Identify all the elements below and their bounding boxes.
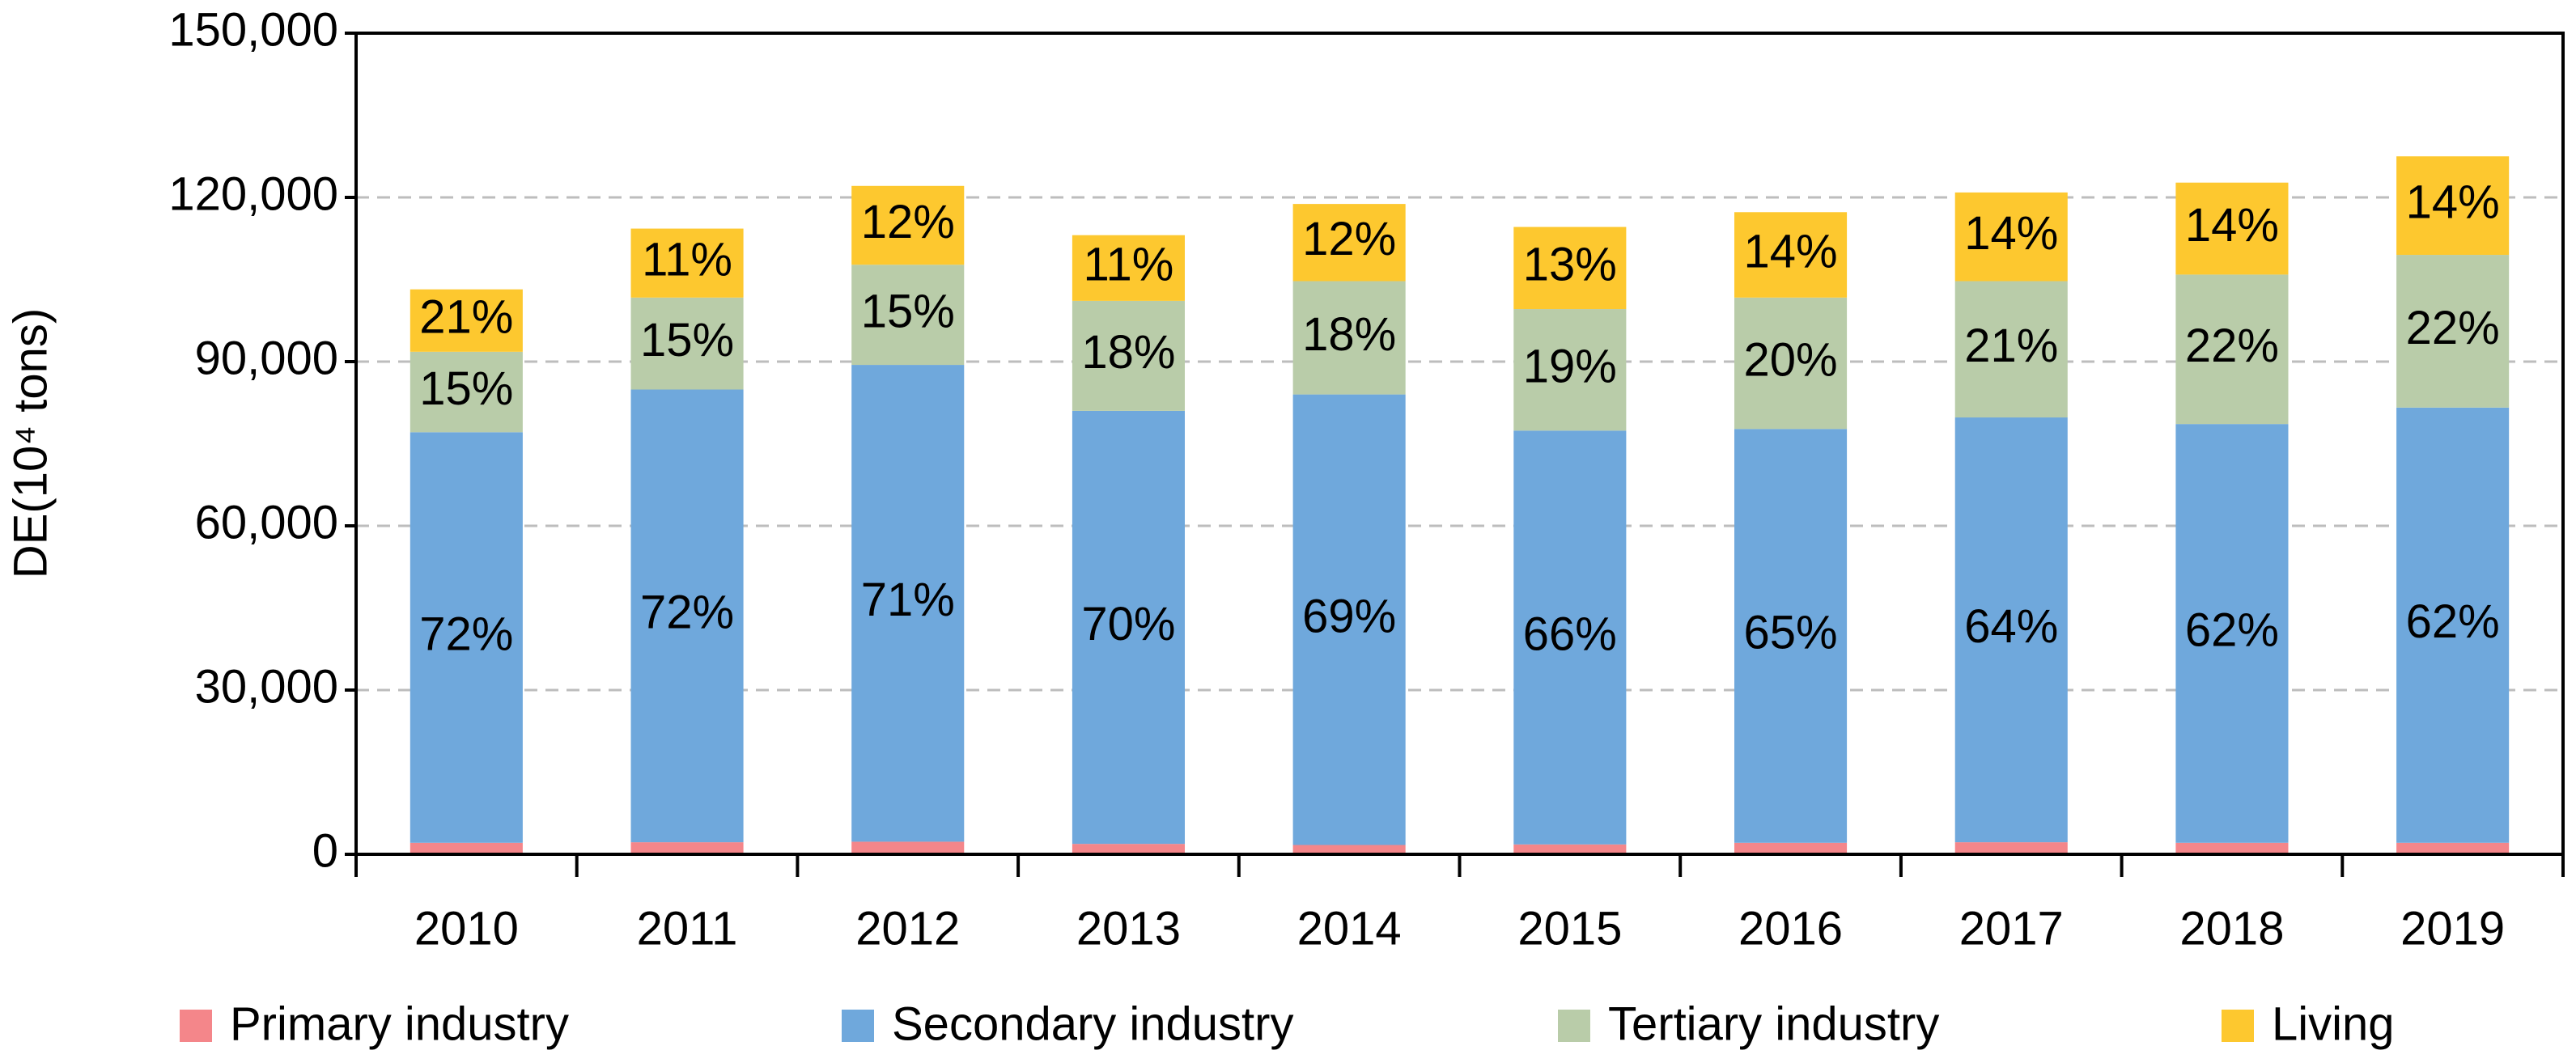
bar-segment — [2396, 255, 2510, 408]
y-tick-label: 120,000 — [168, 167, 338, 220]
data-label: 69% — [1302, 590, 1396, 642]
data-label: 18% — [1081, 326, 1175, 379]
x-tick-label: 2019 — [2400, 902, 2505, 955]
x-tick-label: 2013 — [1076, 902, 1181, 955]
bar-segment — [1734, 212, 1848, 298]
bar-segment — [1072, 235, 1185, 301]
data-label: 18% — [1302, 308, 1396, 361]
x-tick-label: 2014 — [1297, 902, 1402, 955]
x-tick-label: 2012 — [855, 902, 960, 955]
bar-segment — [630, 228, 744, 298]
bar-segment — [1513, 309, 1627, 431]
data-label: 13% — [1523, 239, 1617, 291]
data-label: 62% — [2406, 595, 2500, 648]
bar-segment — [1954, 842, 2068, 854]
data-label: 15% — [419, 362, 513, 415]
y-tick-label: 90,000 — [195, 332, 338, 384]
bar-segment — [1292, 204, 1406, 282]
legend-label: Secondary industry — [892, 997, 1293, 1050]
bar-segment — [630, 842, 744, 854]
legend-swatch — [842, 1010, 874, 1042]
bar-segment — [851, 265, 965, 366]
bar-segment — [1292, 394, 1406, 845]
data-label: 11% — [1084, 239, 1174, 291]
x-tick-label: 2017 — [1959, 902, 2064, 955]
data-label: 14% — [2406, 176, 2500, 228]
data-label: 22% — [2406, 302, 2500, 354]
data-label: 20% — [1744, 333, 1838, 386]
x-tick-label: 2016 — [1738, 902, 1843, 955]
x-tick-label: 2018 — [2179, 902, 2284, 955]
bar-segment — [1072, 410, 1185, 845]
data-label: 12% — [861, 196, 955, 248]
bar-segment — [1292, 281, 1406, 395]
bar-segment — [1513, 227, 1627, 310]
legend-swatch — [180, 1010, 212, 1042]
data-label: 21% — [419, 291, 513, 344]
data-label: 72% — [419, 608, 513, 660]
data-label: 21% — [1964, 320, 2058, 372]
data-label: 14% — [2185, 199, 2279, 252]
data-label: 19% — [1523, 340, 1617, 392]
bar-segment — [410, 289, 523, 352]
y-axis-title: DE(10⁴ tons) — [4, 308, 57, 578]
plot-frame — [354, 32, 2565, 856]
legend-label: Primary industry — [230, 997, 569, 1050]
bar-segment — [1072, 300, 1185, 411]
data-label: 70% — [1081, 598, 1175, 650]
bar-segment — [1734, 297, 1848, 430]
y-tick-label: 150,000 — [168, 3, 338, 56]
bar-segment — [2396, 407, 2510, 843]
bar-segment — [2175, 424, 2289, 843]
bar-segment — [630, 297, 744, 390]
bar-segment — [2175, 842, 2289, 854]
data-label: 71% — [861, 574, 955, 626]
bar-segment — [410, 351, 523, 433]
legend-swatch — [1558, 1010, 1590, 1042]
data-label: 22% — [2185, 320, 2279, 372]
y-tick-label: 0 — [312, 824, 338, 877]
bar-segment — [2175, 182, 2289, 275]
legend-swatch — [2222, 1010, 2254, 1042]
bar-segment — [2175, 274, 2289, 425]
data-label: 12% — [1302, 213, 1396, 265]
y-tick-label: 30,000 — [195, 660, 338, 713]
data-label: 72% — [640, 587, 734, 639]
data-label: 65% — [1744, 606, 1838, 659]
bar-segment — [851, 365, 965, 842]
bar-segment — [2396, 842, 2510, 854]
legend-label: Tertiary industry — [1608, 997, 1939, 1050]
data-label: 15% — [861, 285, 955, 337]
y-tick-label: 60,000 — [195, 496, 338, 548]
bar-segment — [851, 841, 965, 854]
bar-segment — [2396, 156, 2510, 256]
data-label: 11% — [642, 234, 732, 286]
bar-segment — [1513, 844, 1627, 854]
bar-segment — [1954, 281, 2068, 418]
bar-segment — [1292, 845, 1406, 854]
data-label: 62% — [2185, 603, 2279, 656]
data-label: 14% — [1964, 207, 2058, 260]
data-label: 66% — [1523, 608, 1617, 660]
bar-segment — [630, 389, 744, 843]
bar-segment — [1072, 844, 1185, 854]
x-tick-label: 2010 — [414, 902, 519, 955]
bar-segment — [1954, 192, 2068, 282]
data-label: 64% — [1964, 600, 2058, 653]
bar-segment — [1734, 429, 1848, 843]
x-tick-label: 2011 — [637, 902, 738, 955]
bar-segment — [1513, 430, 1627, 845]
bar-segment — [851, 185, 965, 265]
bar-segment — [410, 842, 523, 854]
data-label: 14% — [1744, 225, 1838, 277]
bar-segment — [410, 432, 523, 843]
legend-label: Living — [2272, 997, 2395, 1050]
x-tick-label: 2015 — [1517, 902, 1622, 955]
data-label: 15% — [640, 314, 734, 366]
bar-segment — [1954, 417, 2068, 843]
bar-segment — [1734, 842, 1848, 854]
